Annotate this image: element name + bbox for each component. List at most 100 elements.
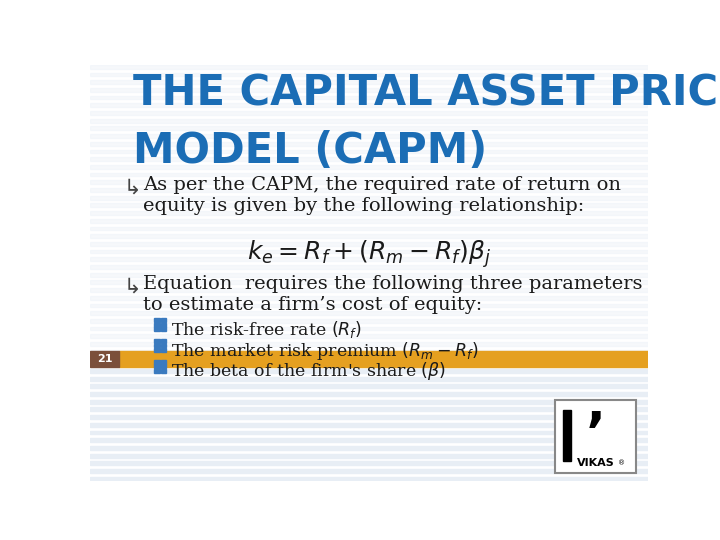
Bar bbox=[90, 200, 648, 204]
Bar bbox=[90, 168, 648, 173]
Bar bbox=[90, 65, 648, 69]
Bar bbox=[90, 265, 648, 269]
Bar bbox=[90, 296, 648, 300]
Bar bbox=[90, 103, 648, 107]
Bar bbox=[90, 303, 648, 307]
Bar bbox=[90, 300, 648, 303]
Bar bbox=[90, 438, 648, 442]
Bar bbox=[90, 207, 648, 211]
Bar bbox=[90, 192, 648, 195]
Text: THE CAPITAL ASSET PRICING: THE CAPITAL ASSET PRICING bbox=[132, 72, 720, 114]
Bar bbox=[90, 261, 648, 265]
Bar bbox=[161, 323, 166, 327]
Bar bbox=[154, 327, 160, 331]
Text: ↳: ↳ bbox=[123, 178, 141, 198]
Bar bbox=[90, 123, 648, 126]
Bar bbox=[90, 246, 648, 249]
Bar bbox=[90, 96, 648, 99]
Bar bbox=[90, 88, 648, 92]
Bar bbox=[90, 269, 648, 273]
Bar bbox=[90, 65, 648, 361]
Bar bbox=[90, 311, 648, 315]
Bar bbox=[161, 348, 166, 352]
Text: 21: 21 bbox=[97, 354, 112, 364]
Bar bbox=[154, 348, 160, 352]
Bar bbox=[90, 177, 648, 180]
Bar bbox=[90, 357, 648, 361]
Bar bbox=[90, 377, 648, 381]
Bar bbox=[90, 231, 648, 234]
Bar bbox=[90, 69, 648, 72]
Bar bbox=[90, 195, 648, 200]
Bar bbox=[154, 323, 160, 327]
Bar bbox=[90, 273, 648, 276]
Bar bbox=[90, 253, 648, 257]
Bar bbox=[90, 334, 648, 338]
Bar bbox=[90, 288, 648, 292]
Bar bbox=[90, 384, 648, 388]
Bar bbox=[90, 234, 648, 238]
Bar bbox=[90, 430, 648, 434]
Bar bbox=[90, 211, 648, 215]
Bar bbox=[90, 126, 648, 130]
Bar bbox=[90, 119, 648, 123]
Bar bbox=[563, 410, 570, 461]
Bar bbox=[90, 222, 648, 226]
Bar bbox=[90, 238, 648, 242]
Bar bbox=[90, 157, 648, 161]
Text: VIKAS: VIKAS bbox=[577, 458, 615, 468]
Bar bbox=[90, 180, 648, 184]
Bar bbox=[90, 215, 648, 219]
Bar bbox=[90, 165, 648, 168]
Bar bbox=[90, 408, 648, 411]
Bar bbox=[90, 361, 648, 365]
Bar bbox=[90, 111, 648, 115]
Bar bbox=[161, 343, 166, 347]
Bar bbox=[90, 130, 648, 134]
Bar bbox=[120, 351, 648, 367]
Bar bbox=[161, 318, 166, 322]
Bar bbox=[154, 343, 160, 347]
Bar bbox=[90, 257, 648, 261]
Text: ’: ’ bbox=[585, 409, 606, 461]
Bar bbox=[90, 477, 648, 481]
Text: The risk-free rate $(R_f)$: The risk-free rate $(R_f)$ bbox=[171, 319, 362, 340]
Bar bbox=[90, 392, 648, 396]
Bar bbox=[90, 415, 648, 419]
Bar bbox=[90, 188, 648, 192]
Bar bbox=[90, 338, 648, 342]
Text: Equation  requires the following three parameters: Equation requires the following three pa… bbox=[143, 275, 642, 293]
Bar bbox=[90, 80, 648, 84]
Bar bbox=[90, 423, 648, 427]
Bar bbox=[90, 161, 648, 165]
Bar bbox=[90, 142, 648, 146]
Bar bbox=[90, 342, 648, 346]
Bar bbox=[90, 307, 648, 311]
Bar bbox=[90, 330, 648, 334]
Bar bbox=[90, 84, 648, 88]
Bar bbox=[90, 284, 648, 288]
Bar bbox=[90, 146, 648, 150]
Bar bbox=[161, 369, 166, 373]
Bar bbox=[90, 319, 648, 323]
Bar bbox=[90, 276, 648, 280]
Bar bbox=[161, 339, 166, 343]
Text: The market risk premium $(R_m - R_f)$: The market risk premium $(R_m - R_f)$ bbox=[171, 340, 479, 362]
Bar bbox=[555, 400, 636, 473]
Bar bbox=[90, 454, 648, 457]
Bar bbox=[90, 292, 648, 296]
Bar bbox=[90, 219, 648, 222]
Bar bbox=[90, 150, 648, 153]
Bar bbox=[90, 354, 648, 357]
Bar bbox=[90, 350, 648, 354]
Bar bbox=[154, 369, 160, 373]
Bar bbox=[90, 92, 648, 96]
Bar bbox=[90, 153, 648, 157]
Bar bbox=[90, 280, 648, 284]
Bar bbox=[90, 134, 648, 138]
Bar bbox=[90, 242, 648, 246]
Bar bbox=[90, 400, 648, 403]
Bar bbox=[90, 369, 648, 373]
Bar bbox=[161, 364, 166, 368]
Bar bbox=[90, 138, 648, 142]
